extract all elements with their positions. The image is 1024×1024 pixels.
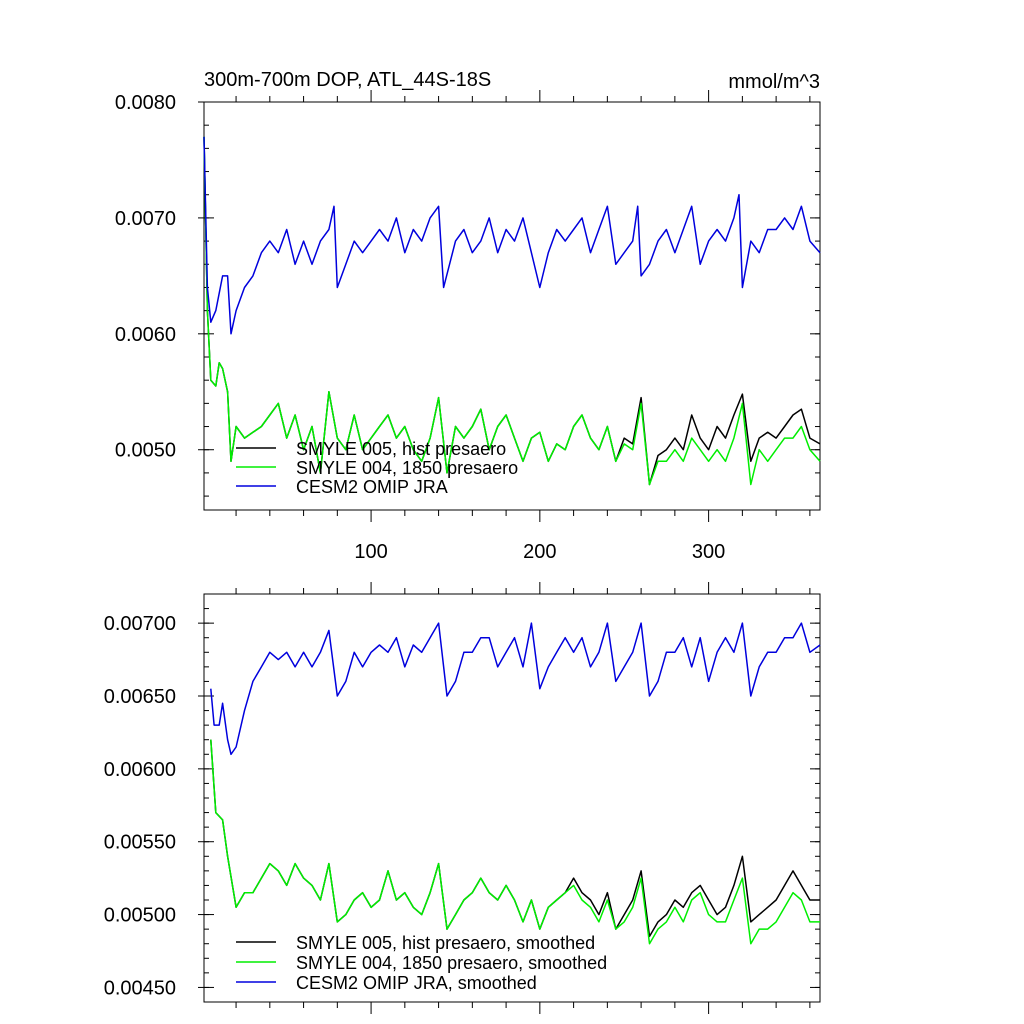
y-tick-label: 0.00600 bbox=[104, 759, 176, 781]
legend-label: SMYLE 004, 1850 presaero, smoothed bbox=[296, 953, 607, 973]
legend-label: SMYLE 004, 1850 presaero bbox=[296, 458, 518, 478]
y-tick-label: 0.00550 bbox=[104, 832, 176, 854]
y-tick-label: 0.0070 bbox=[115, 208, 176, 230]
x-tick-label: 100 bbox=[354, 541, 387, 563]
top-panel: 300m-700m DOP, ATL_44S-18S mmol/m^3 0.00… bbox=[115, 69, 821, 563]
y-tick-label: 0.00650 bbox=[104, 686, 176, 708]
bottom-legend: SMYLE 005, hist presaero, smoothedSMYLE … bbox=[236, 933, 607, 993]
y-tick-label: 0.00700 bbox=[104, 613, 176, 635]
bottom-omip-line bbox=[210, 622, 821, 756]
top-panel-title: 300m-700m DOP, ATL_44S-18S bbox=[204, 69, 491, 91]
top-axis-ticks: 0.0050 0.0060 0.0070 0.0080 100 200 300 bbox=[115, 90, 820, 563]
y-tick-label: 0.0060 bbox=[115, 324, 176, 346]
legend-label: SMYLE 005, hist presaero bbox=[296, 439, 506, 459]
y-tick-label: 0.0050 bbox=[115, 440, 176, 462]
bottom-axis-ticks: 0.00450 0.00500 0.00550 0.00600 0.00650 0.007… bbox=[104, 582, 820, 1014]
legend-label: CESM2 OMIP JRA bbox=[296, 477, 448, 497]
bottom-smyle004-line bbox=[210, 739, 820, 945]
legend-label: CESM2 OMIP JRA, smoothed bbox=[296, 973, 537, 993]
y-tick-label: 0.00450 bbox=[104, 977, 176, 999]
top-omip-line bbox=[203, 136, 821, 335]
y-tick-label: 0.00500 bbox=[104, 905, 176, 927]
top-smyle004-line bbox=[203, 136, 821, 486]
x-tick-label: 200 bbox=[523, 541, 556, 563]
top-plot-frame bbox=[203, 101, 821, 511]
top-series-lines bbox=[203, 136, 821, 486]
bottom-series-lines bbox=[210, 622, 821, 945]
bottom-panel: 0.00450 0.00500 0.00550 0.00600 0.00650 0.007… bbox=[104, 582, 821, 1014]
top-panel-units: mmol/m^3 bbox=[728, 71, 820, 93]
y-tick-label: 0.0080 bbox=[115, 92, 176, 114]
x-tick-label: 300 bbox=[692, 541, 725, 563]
legend-label: SMYLE 005, hist presaero, smoothed bbox=[296, 933, 595, 953]
